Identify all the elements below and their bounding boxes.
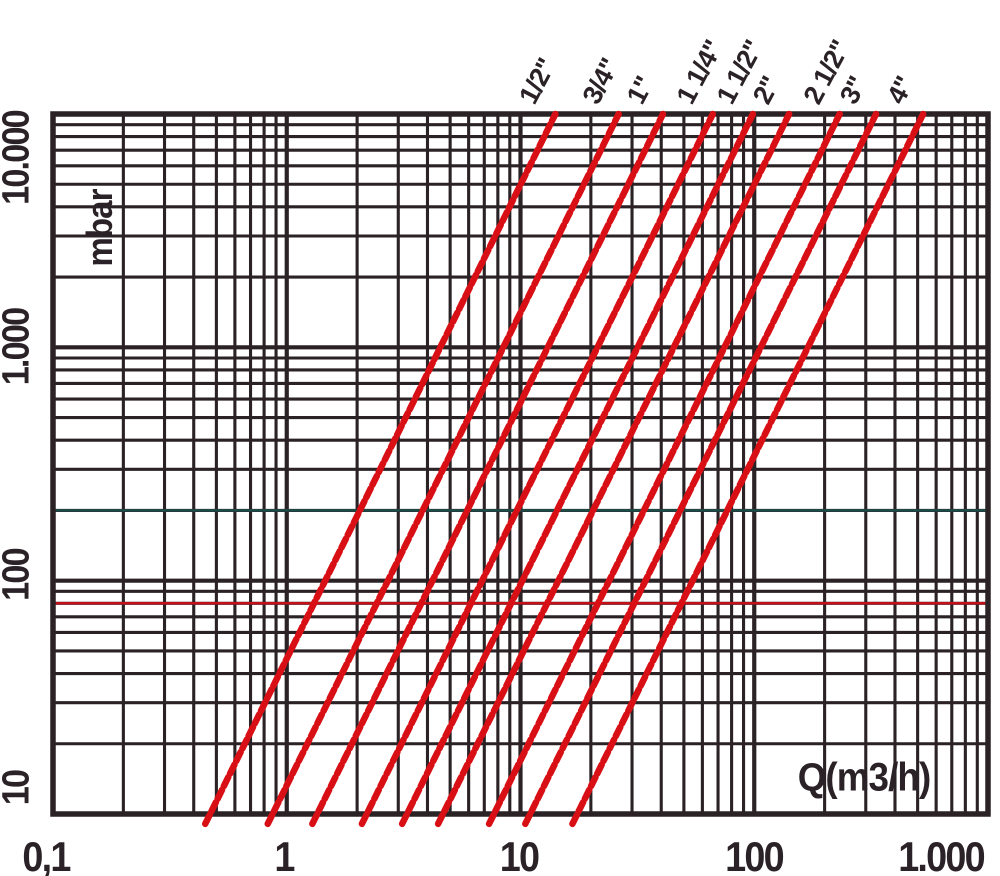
plot-border (50, 111, 991, 817)
y-tick-1000: 1.000 (0, 308, 38, 386)
x-tick-0-1: 0,1 (22, 833, 71, 876)
x-tick-100: 100 (725, 833, 784, 876)
curve-labels: 1/2" 3/4" 1" 1 1/4" 1 1/2" 2" 2 1/2" 3" … (513, 36, 920, 109)
reference-lines (53, 509, 988, 605)
pipe-size-label-three-quarter: 3/4" (577, 54, 625, 109)
pipe-size-curves (201, 110, 927, 828)
x-tick-10: 10 (499, 833, 540, 876)
pipe-size-label-four-inch: 4" (881, 72, 920, 109)
y-tick-10000: 10.000 (0, 111, 38, 205)
y-tick-100: 100 (0, 549, 38, 601)
x-tick-1000: 1.000 (898, 833, 985, 876)
log-grid (50, 111, 991, 817)
pipe-size-label-one-inch: 1" (621, 72, 660, 109)
x-tick-1: 1 (274, 833, 295, 876)
pipe-size-label-half-inch: 1/2" (513, 54, 561, 109)
y-axis-unit-label: mbar (79, 189, 120, 267)
y-tick-10: 10 (0, 770, 38, 806)
x-axis-unit-label: Q(m3/h) (797, 755, 932, 800)
